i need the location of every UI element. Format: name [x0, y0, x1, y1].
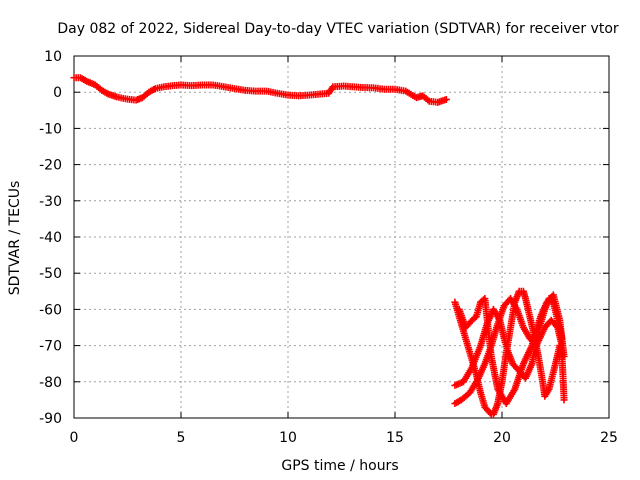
x-tick-label: 25: [600, 430, 618, 446]
chart-title: Day 082 of 2022, Sidereal Day-to-day VTE…: [57, 21, 619, 37]
y-tick-label: -60: [39, 302, 62, 318]
data-point: [560, 352, 568, 360]
data-point: [560, 396, 568, 404]
series-2: [451, 287, 568, 418]
series-1: [70, 74, 450, 106]
x-tick-label: 0: [70, 430, 79, 446]
y-tick-label: -20: [39, 158, 62, 174]
data-points: [70, 74, 568, 418]
y-tick-label: 0: [53, 85, 62, 101]
y-axis-label: SDTVAR / TECUs: [7, 181, 23, 296]
y-tick-label: -90: [39, 411, 62, 427]
x-tick-label: 20: [493, 430, 511, 446]
y-tick-label: -10: [39, 121, 62, 137]
y-tick-label: -30: [39, 194, 62, 210]
x-tick-label: 5: [177, 430, 186, 446]
y-tick-label: 10: [44, 49, 62, 65]
y-tick-label: -50: [39, 266, 62, 282]
y-tick-label: -70: [39, 339, 62, 355]
x-tick-label: 15: [386, 430, 404, 446]
y-tick-label: -40: [39, 230, 62, 246]
x-tick-label: 10: [279, 430, 297, 446]
tick-marks: [73, 55, 610, 419]
tick-labels: 0 5 10 15 20 25 10 0 -10 -20 -30 -40 -50 -60 -70 -80 -90: [39, 49, 618, 446]
y-tick-label: -80: [39, 375, 62, 391]
data-point: [442, 95, 450, 103]
x-axis-label: GPS time / hours: [281, 458, 398, 474]
